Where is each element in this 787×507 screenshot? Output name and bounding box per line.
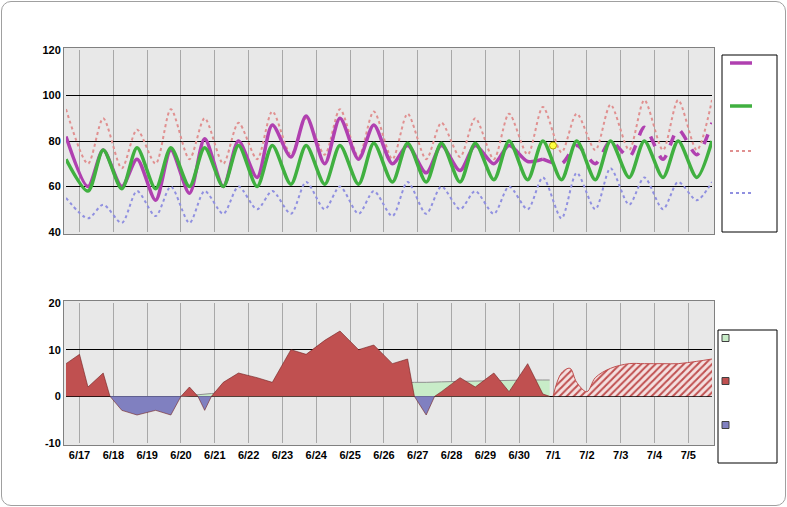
svg-text:7/4: 7/4 xyxy=(647,449,663,461)
svg-text:7/3: 7/3 xyxy=(613,449,628,461)
svg-text:6/22: 6/22 xyxy=(238,449,259,461)
svg-text:6/18: 6/18 xyxy=(103,449,124,461)
svg-text:6/27: 6/27 xyxy=(407,449,428,461)
svg-text:60: 60 xyxy=(49,180,61,192)
svg-text:10: 10 xyxy=(49,344,61,356)
svg-text:6/23: 6/23 xyxy=(272,449,293,461)
svg-text:40: 40 xyxy=(49,226,61,238)
svg-text:7/2: 7/2 xyxy=(579,449,594,461)
svg-text:0: 0 xyxy=(55,390,61,402)
svg-text:100: 100 xyxy=(42,89,60,101)
svg-text:-10: -10 xyxy=(45,437,61,449)
svg-text:6/17: 6/17 xyxy=(69,449,90,461)
svg-text:6/24: 6/24 xyxy=(306,449,328,461)
svg-text:6/28: 6/28 xyxy=(441,449,462,461)
svg-text:6/20: 6/20 xyxy=(170,449,191,461)
svg-text:80: 80 xyxy=(49,135,61,147)
svg-text:20: 20 xyxy=(49,297,61,309)
svg-text:6/26: 6/26 xyxy=(373,449,394,461)
svg-text:6/30: 6/30 xyxy=(508,449,529,461)
svg-text:6/19: 6/19 xyxy=(136,449,157,461)
svg-text:6/21: 6/21 xyxy=(204,449,225,461)
svg-text:6/25: 6/25 xyxy=(339,449,360,461)
svg-text:6/29: 6/29 xyxy=(475,449,496,461)
svg-text:7/5: 7/5 xyxy=(681,449,696,461)
svg-text:7/1: 7/1 xyxy=(545,449,560,461)
svg-text:120: 120 xyxy=(42,44,60,56)
